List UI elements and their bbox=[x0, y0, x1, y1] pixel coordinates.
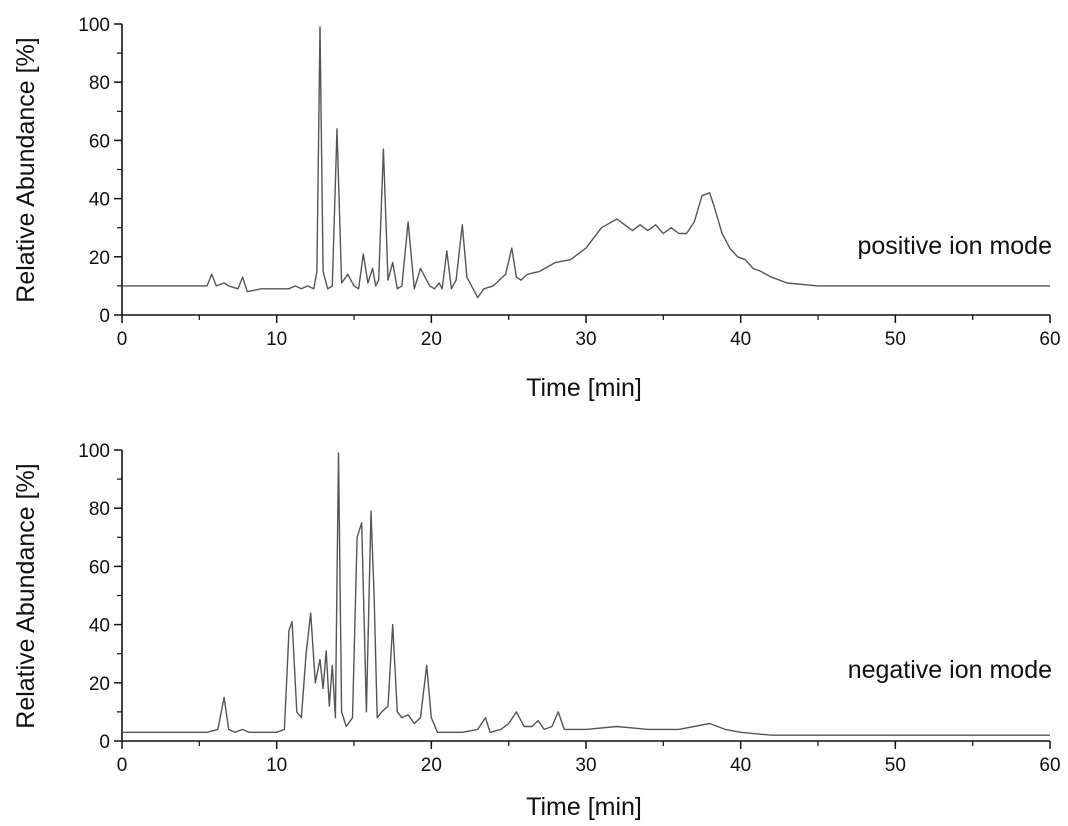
chart-0-x-tick-label-1: 10 bbox=[266, 329, 287, 350]
chart-0-y-tick-label-1: 20 bbox=[89, 248, 110, 269]
chart-1-series-line-0 bbox=[122, 452, 1050, 736]
chart-0-y-tick-label-2: 40 bbox=[89, 190, 110, 211]
chart-1-x-tick-label-5: 50 bbox=[885, 755, 906, 776]
chart-1-x-tick-label-6: 60 bbox=[1039, 755, 1060, 776]
chart-0-y-tick-label-4: 80 bbox=[89, 73, 110, 94]
chart-0-y-axis-title: Relative Abundance [%] bbox=[12, 37, 40, 302]
chart-1-y-tick-label-0: 0 bbox=[99, 732, 110, 753]
chart-1-x-tick-label-1: 10 bbox=[266, 755, 287, 776]
positive-ion-chromatogram: 0 10 20 30 40 50 60 0 20 40 60 80 100 Time [min] Relat… bbox=[12, 15, 1061, 402]
chart-0-y-tick-label-3: 60 bbox=[89, 131, 110, 152]
chart-0-x-tick-label-5: 50 bbox=[885, 329, 906, 350]
chart-0-mode-annotation: positive ion mode bbox=[857, 232, 1052, 260]
chart-1-y-tick-label-3: 60 bbox=[89, 557, 110, 578]
chart-1-x-tick-label-2: 20 bbox=[421, 755, 442, 776]
chart-1-x-tick-label-0: 0 bbox=[117, 755, 128, 776]
chart-0-x-tick-label-4: 40 bbox=[730, 329, 751, 350]
chart-1-x-axis-title: Time [min] bbox=[526, 793, 642, 821]
chart-0-y-tick-label-5: 100 bbox=[78, 15, 110, 36]
chart-1-x-tick-label-3: 30 bbox=[575, 755, 596, 776]
chart-0-x-axis-title: Time [min] bbox=[526, 374, 642, 402]
chart-1-y-tick-label-2: 40 bbox=[89, 616, 110, 637]
chart-0-x-tick-label-2: 20 bbox=[421, 329, 442, 350]
chart-0-x-tick-label-0: 0 bbox=[117, 329, 128, 350]
chart-1-x-tick-label-4: 40 bbox=[730, 755, 751, 776]
chart-0-series-line-0 bbox=[122, 26, 1050, 299]
chart-1-y-tick-label-5: 100 bbox=[78, 441, 110, 462]
chart-0-x-tick-label-6: 60 bbox=[1039, 329, 1060, 350]
chart-1-y-axis-title: Relative Abundance [%] bbox=[12, 463, 40, 728]
chart-1-y-tick-label-4: 80 bbox=[89, 499, 110, 520]
chart-1-mode-annotation: negative ion mode bbox=[848, 656, 1052, 684]
chart-0-x-tick-label-3: 30 bbox=[575, 329, 596, 350]
chart-0-y-tick-label-0: 0 bbox=[99, 306, 110, 327]
negative-ion-chromatogram: 0 10 20 30 40 50 60 0 20 40 60 80 100 Time [min] Relat… bbox=[12, 441, 1061, 821]
chart-1-y-tick-label-1: 20 bbox=[89, 674, 110, 695]
